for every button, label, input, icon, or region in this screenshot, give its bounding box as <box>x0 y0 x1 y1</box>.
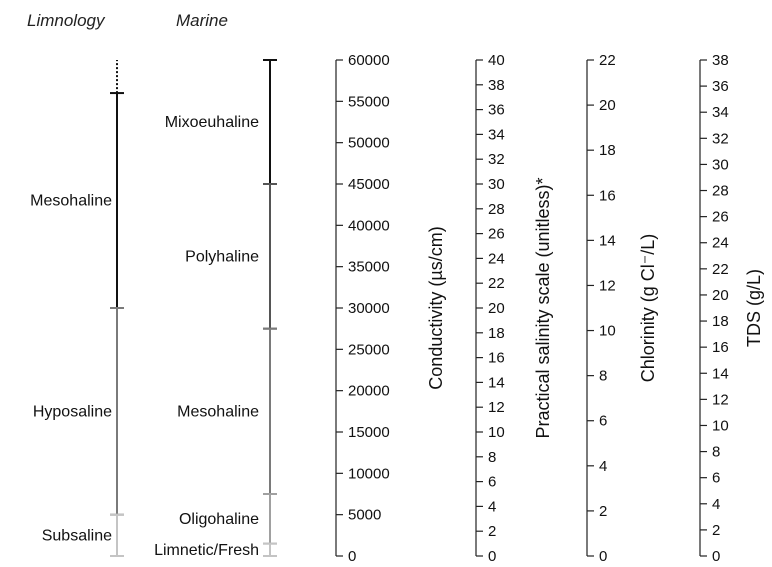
axis-tick-label: 12 <box>599 277 616 294</box>
axis-tick-label: 22 <box>488 275 505 292</box>
axis-tick-label: 38 <box>488 77 505 94</box>
axis-tick-label: 26 <box>712 209 729 226</box>
axis-title: TDS (g/L) <box>744 269 764 347</box>
marine-zone-label: Mixoeuhaline <box>165 114 259 131</box>
axis-tick-label: 55000 <box>348 93 390 110</box>
axis-tick-label: 14 <box>488 374 505 391</box>
axis-tick-label: 6 <box>599 413 607 430</box>
axis-tick-label: 28 <box>488 201 505 218</box>
axis-tick-label: 50000 <box>348 135 390 152</box>
limnology-header: Limnology <box>27 11 106 30</box>
axis-tick-label: 8 <box>712 444 720 461</box>
axis-tick-label: 22 <box>599 52 616 69</box>
marine-zone-label: Mesohaline <box>177 403 259 420</box>
axis-tick-label: 36 <box>488 102 505 119</box>
axis-tick-label: 35000 <box>348 259 390 276</box>
axis-title: Chlorinity (g Cl⁻/L) <box>638 234 658 383</box>
axis-tick-label: 20000 <box>348 383 390 400</box>
axis-tick-label: 38 <box>712 52 729 69</box>
axis-tick-label: 32 <box>712 130 729 147</box>
axis-tick-label: 2 <box>488 523 496 540</box>
axis-tick-label: 34 <box>488 126 505 143</box>
axis-tick-label: 2 <box>712 522 720 539</box>
axis-tick-label: 40 <box>488 52 505 69</box>
marine-zone-label: Limnetic/Fresh <box>154 542 259 559</box>
scale-axis: 0 5000 10000 15000 20000 25000 30000 35000 40000… <box>335 52 446 565</box>
axis-tick-label: 5000 <box>348 507 381 524</box>
axis-tick-label: 60000 <box>348 52 390 69</box>
axis-tick-label: 8 <box>599 368 607 385</box>
axis-tick-label: 40000 <box>348 217 390 234</box>
axis-tick-label: 10 <box>599 323 616 340</box>
axis-tick-label: 0 <box>712 548 720 565</box>
limnology-zone-label: Hyposaline <box>33 403 112 420</box>
axis-tick-label: 26 <box>488 226 505 243</box>
axis-tick-label: 6 <box>488 474 496 491</box>
axis-tick-label: 12 <box>712 391 729 408</box>
axis-tick-label: 12 <box>488 399 505 416</box>
axis-tick-label: 32 <box>488 151 505 168</box>
scale-axes: 0500010000150002000025000300003500040000… <box>335 52 764 565</box>
axis-tick-label: 30 <box>488 176 505 193</box>
axis-tick-label: 0 <box>488 548 496 565</box>
axis-tick-label: 34 <box>712 104 729 121</box>
limnology-zone-label: Subsaline <box>42 527 112 544</box>
axis-tick-label: 2 <box>599 503 607 520</box>
axis-tick-label: 6 <box>712 470 720 487</box>
axis-tick-label: 0 <box>348 548 356 565</box>
axis-tick-label: 14 <box>599 232 616 249</box>
axis-tick-label: 15000 <box>348 424 390 441</box>
marine-zone-label: Oligohaline <box>179 511 259 528</box>
scale-axis: 0 2 4 6 8 10 12 14 16 18 20 22 Chlorinity (g Cl⁻/L) <box>586 52 658 565</box>
axis-tick-label: 18 <box>599 142 616 159</box>
axis-tick-label: 24 <box>488 250 505 267</box>
axis-tick-label: 10 <box>712 417 729 434</box>
axis-tick-label: 14 <box>712 365 729 382</box>
axis-tick-label: 16 <box>712 339 729 356</box>
axis-tick-label: 10000 <box>348 465 390 482</box>
axis-tick-label: 16 <box>599 187 616 204</box>
axis-tick-label: 4 <box>712 496 720 513</box>
axis-title: Practical salinity scale (unitless)* <box>533 177 553 438</box>
scale-axis: 0246810121416182022242628303234363840Pra… <box>475 52 553 565</box>
axis-title: Conductivity (µs/cm) <box>426 226 446 389</box>
axis-tick-label: 20 <box>712 287 729 304</box>
marine-zone-bar: Mixoeuhaline Polyhaline Mesohaline Oligohal… <box>154 59 277 559</box>
axis-tick-label: 0 <box>599 548 607 565</box>
axis-tick-label: 36 <box>712 78 729 95</box>
marine-header: Marine <box>176 11 228 30</box>
axis-tick-label: 22 <box>712 261 729 278</box>
axis-tick-label: 4 <box>488 498 496 515</box>
axis-tick-label: 24 <box>712 235 729 252</box>
axis-tick-label: 30000 <box>348 300 390 317</box>
axis-tick-label: 20 <box>599 97 616 114</box>
limnology-zone-label: Mesohaline <box>30 193 112 210</box>
axis-tick-label: 20 <box>488 300 505 317</box>
marine-zone-label: Polyhaline <box>185 248 259 265</box>
limnology-zone-bar: Mesohaline Hyposaline Subsaline <box>30 60 124 557</box>
axis-tick-label: 8 <box>488 449 496 466</box>
axis-tick-label: 18 <box>712 313 729 330</box>
axis-tick-label: 30 <box>712 156 729 173</box>
axis-tick-label: 45000 <box>348 176 390 193</box>
axis-tick-label: 10 <box>488 424 505 441</box>
axis-tick-label: 28 <box>712 183 729 200</box>
axis-tick-label: 16 <box>488 350 505 367</box>
axis-tick-label: 4 <box>599 458 607 475</box>
axis-tick-label: 18 <box>488 325 505 342</box>
axis-tick-label: 25000 <box>348 341 390 358</box>
